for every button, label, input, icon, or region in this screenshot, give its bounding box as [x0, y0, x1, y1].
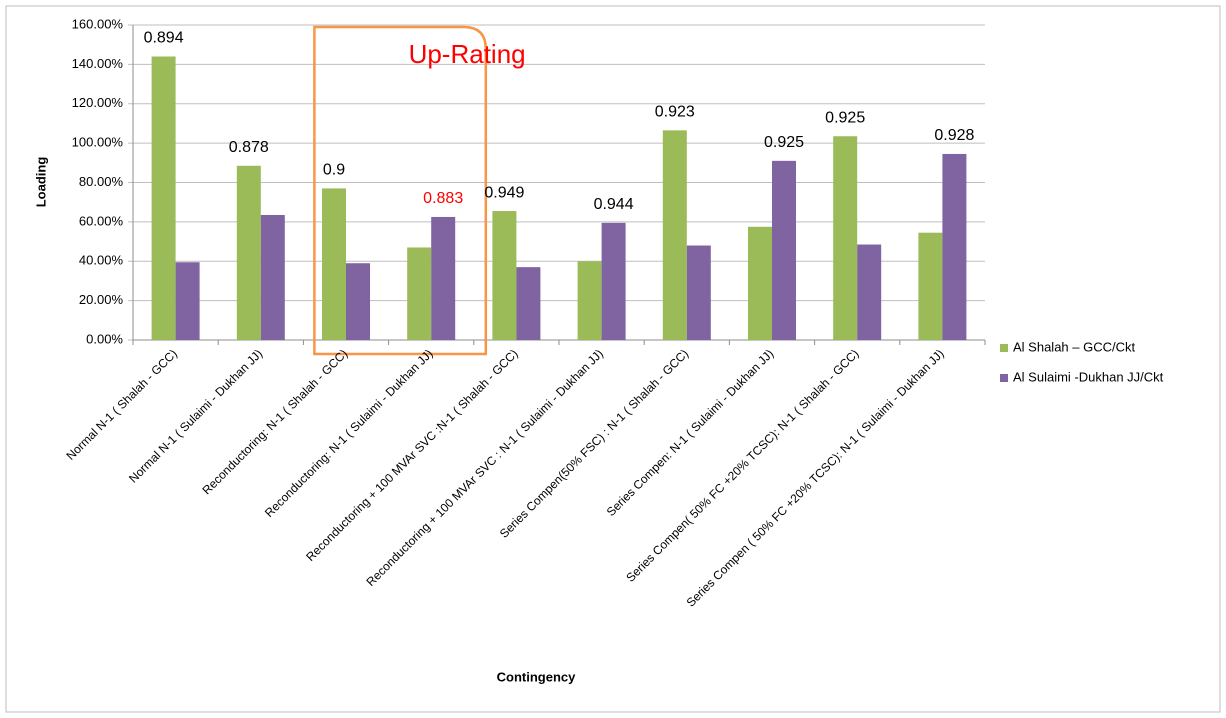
bar [516, 267, 541, 340]
y-tick-label: 140.00% [72, 56, 124, 71]
legend-swatch [1000, 344, 1008, 352]
bar [662, 130, 687, 340]
bar [577, 261, 602, 340]
bar [431, 216, 456, 340]
highlight-box [313, 25, 488, 356]
y-tick-label: 120.00% [72, 95, 124, 110]
y-tick-label: 20.00% [79, 292, 124, 307]
annotation: 0.9 [323, 162, 345, 179]
y-tick-label: 100.00% [72, 135, 124, 150]
y-tick-label: 0.00% [86, 331, 123, 346]
bar [236, 165, 261, 340]
bar [942, 153, 967, 340]
annotation: 0.944 [594, 196, 634, 213]
annotation: 0.923 [655, 104, 695, 121]
annotation: 0.925 [825, 109, 865, 126]
bar [346, 263, 370, 340]
legend-label: Al Sulaimi -Dukhan JJ/Ckt [1013, 369, 1164, 384]
bar [407, 247, 432, 340]
x-axis-title: Contingency [497, 669, 576, 684]
legend-swatch [1000, 374, 1008, 382]
annotation: 0.928 [934, 127, 974, 144]
bar [151, 56, 176, 340]
bar [260, 214, 285, 340]
bar [322, 188, 346, 340]
bar [772, 160, 796, 340]
y-tick-label: 80.00% [79, 174, 124, 189]
bar [601, 222, 626, 340]
bar [918, 232, 943, 340]
highlight-label: Up-Rating [409, 39, 526, 69]
bar [857, 244, 882, 340]
annotation: 0.883 [423, 190, 463, 207]
y-tick-label: 40.00% [79, 253, 124, 268]
annotation: 0.949 [484, 184, 524, 201]
y-tick-label: 160.00% [72, 16, 124, 31]
annotation: 0.894 [144, 30, 184, 47]
y-axis-title: Loading [33, 157, 48, 208]
chart-frame [5, 5, 1221, 713]
bar [686, 245, 711, 340]
bar [833, 136, 858, 340]
annotation: 0.925 [764, 134, 804, 151]
bar [175, 262, 200, 340]
bar [748, 226, 772, 340]
annotation: 0.878 [229, 139, 269, 156]
bar [492, 211, 517, 340]
y-tick-label: 60.00% [79, 213, 124, 228]
legend-label: Al Shalah – GCC/Ckt [1013, 339, 1135, 354]
